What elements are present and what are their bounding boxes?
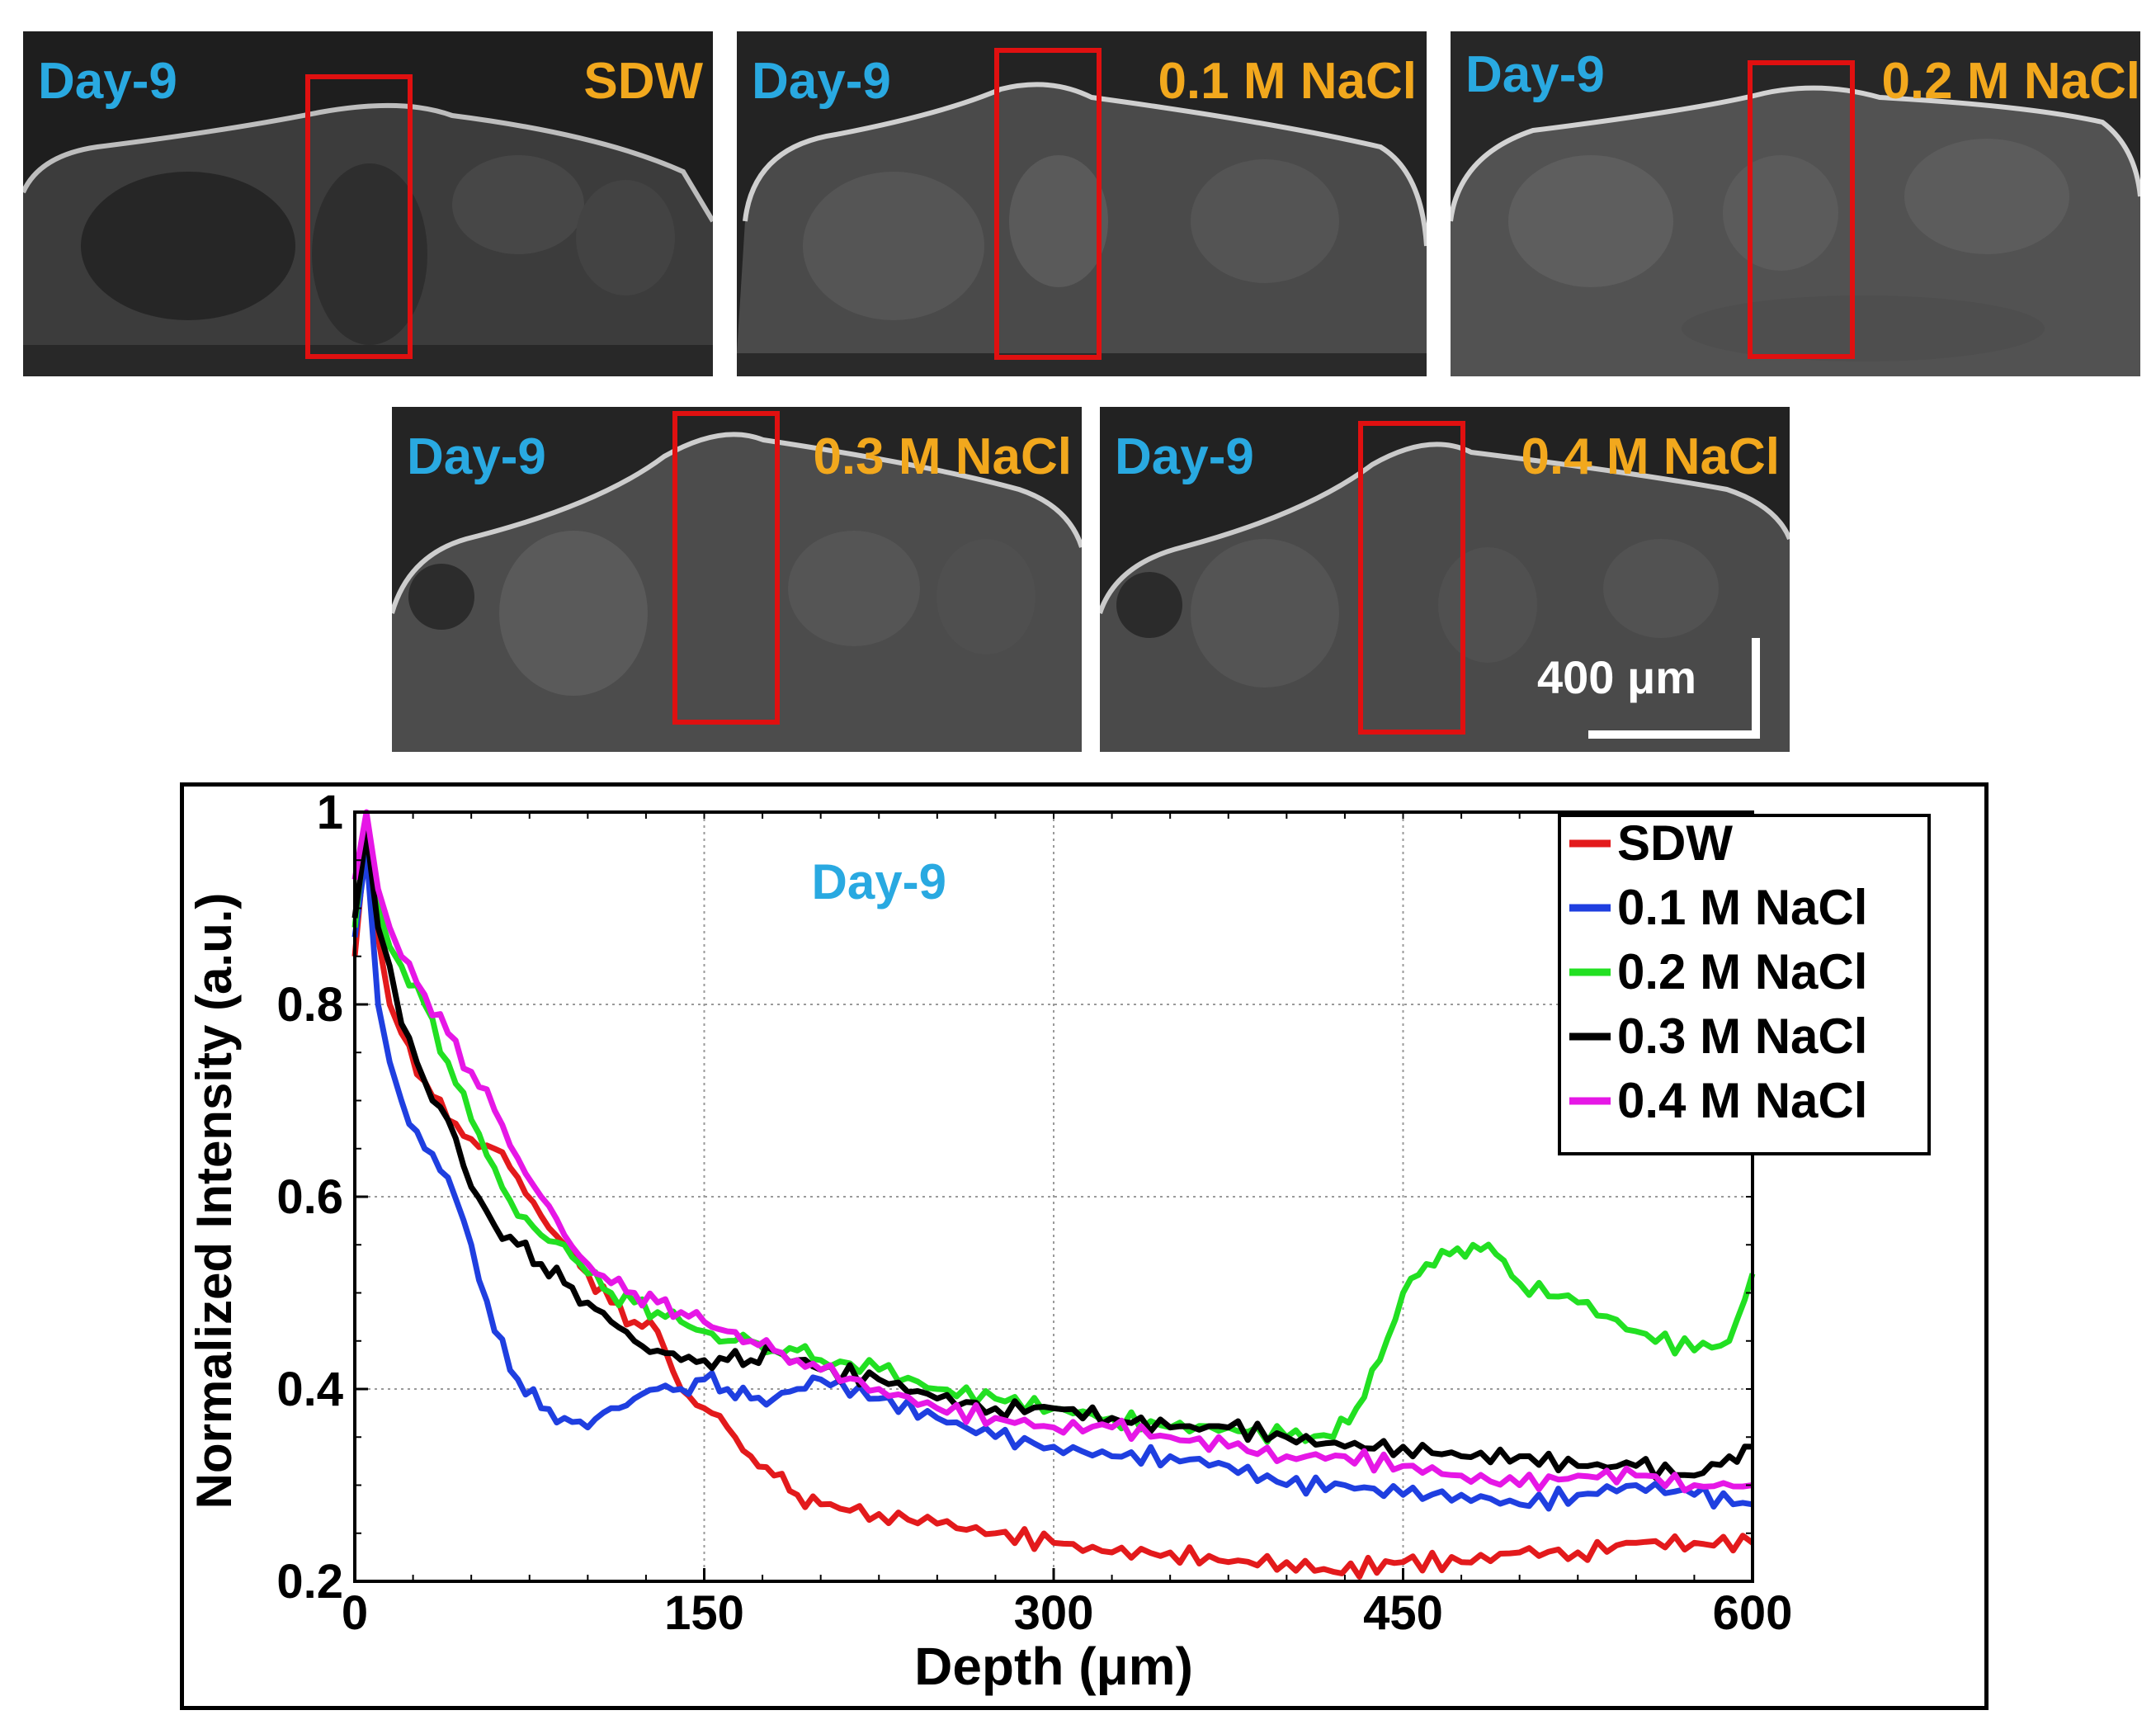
legend-label: 0.1 M NaCl [1617,880,1867,935]
roi-box [994,48,1102,360]
y-tick-label: 1 [317,786,343,839]
x-tick-label: 450 [1363,1586,1443,1640]
roi-box [672,411,780,725]
day-label: Day-9 [1465,46,1605,103]
series-lines [351,809,1756,1580]
oct-image-sdw [23,31,713,376]
series-line-0-2-m-nacl [351,819,1756,1445]
x-tick-label: 600 [1713,1586,1793,1640]
oct-panel-0-1m: Day-9 0.1 M NaCl [737,31,1427,376]
oct-image-0-3m [392,407,1082,752]
grid [354,811,1753,1582]
y-axis-label: Normalized Intensity (a.u.) [186,893,242,1510]
roi-box [1748,60,1855,359]
oct-image-0-1m [737,31,1427,376]
legend: SDW 0.1 M NaCl 0.2 M NaCl 0.3 M NaCl 0.4 M N… [1558,814,1931,1155]
legend-label: 0.2 M NaCl [1617,944,1867,999]
day-label: Day-9 [407,428,546,485]
series-line-0-4-m-nacl [351,809,1753,1494]
oct-image-0-2m [1451,31,2140,376]
oct-panel-0-2m: Day-9 0.2 M NaCl [1451,31,2140,376]
day-label: Day-9 [752,53,891,110]
legend-box [1558,814,1931,1155]
roi-box [1358,421,1465,735]
oct-panel-sdw: Day-9 SDW [23,31,713,376]
oct-panel-0-4m: Day-9 0.4 M NaCl 400 μm [1100,407,1790,752]
series-line-0-3-m-nacl [351,828,1753,1481]
chart-frame [180,782,1989,1710]
legend-label: 0.4 M NaCl [1617,1073,1867,1128]
legend-label: SDW [1617,815,1733,871]
condition-label: 0.4 M NaCl [1521,428,1780,485]
scale-bar-horizontal [1588,730,1760,739]
y-tick-label: 0.8 [276,978,343,1032]
condition-label: 0.1 M NaCl [1158,53,1417,110]
x-axis-label: Depth (μm) [914,1637,1193,1696]
condition-label: 0.2 M NaCl [1881,53,2140,110]
y-tick-label: 0.4 [276,1363,343,1416]
chart-annotation: Day-9 [812,854,946,910]
condition-label: 0.3 M NaCl [813,428,1072,485]
oct-panel-0-3m: Day-9 0.3 M NaCl [392,407,1082,752]
roi-box [305,74,413,359]
oct-image-0-4m [1100,407,1790,752]
axis-ticks: 0 150 300 450 600 0.2 0.4 0.6 0.8 1 [276,786,1792,1640]
y-tick-label: 0.2 [276,1555,343,1609]
y-tick-label: 0.6 [276,1170,343,1224]
day-label: Day-9 [38,53,177,110]
legend-label: 0.3 M NaCl [1617,1009,1867,1064]
x-tick-label: 150 [664,1586,744,1640]
intensity-depth-chart: 0 150 300 450 600 0.2 0.4 0.6 0.8 1 Day-9 Depth (… [186,786,1931,1696]
x-tick-label: 300 [1014,1586,1094,1640]
series-line-0-1-m-nacl [351,848,1753,1512]
scale-bar-vertical [1752,638,1760,739]
day-label: Day-9 [1115,428,1254,485]
condition-label: SDW [583,53,703,110]
scale-bar-label: 400 μm [1537,651,1697,703]
x-tick-label: 0 [342,1586,368,1640]
